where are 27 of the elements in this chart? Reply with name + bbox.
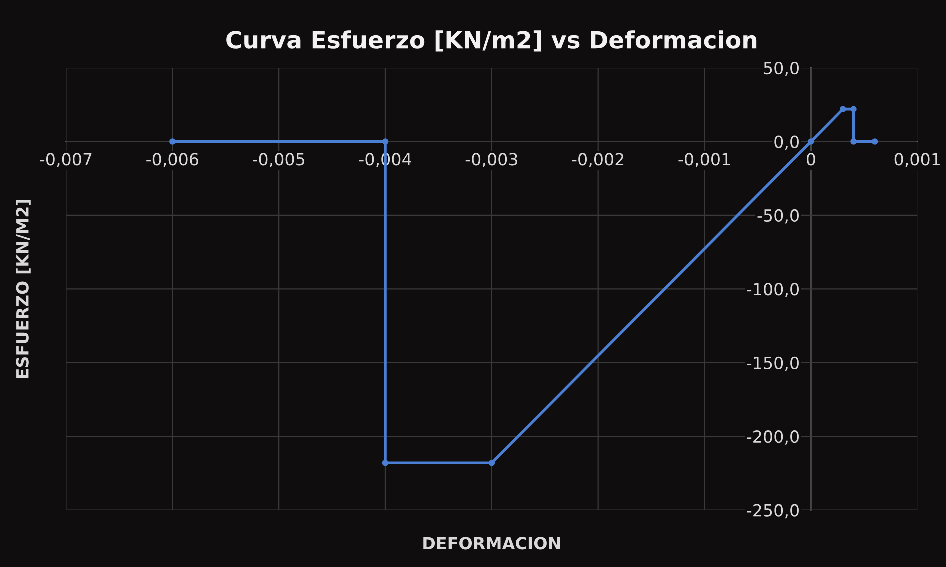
x-tick-label: -0,002 xyxy=(572,153,624,168)
y-axis-title: ESFUERZO [KN/M2] xyxy=(16,200,31,378)
point xyxy=(808,138,814,145)
y-tick-label: -100,0 xyxy=(747,283,799,298)
x-tick-label: 0,001 xyxy=(894,153,940,168)
point xyxy=(382,460,389,466)
x-tick-label: -0,003 xyxy=(466,153,518,168)
x-tick-label: -0,006 xyxy=(146,153,198,168)
chart-title: Curva Esfuerzo [KN/m2] vs Deformacion xyxy=(226,30,757,52)
point xyxy=(840,106,846,112)
y-tick-label: -250,0 xyxy=(747,504,799,519)
x-tick-label: 0 xyxy=(806,153,816,166)
x-tick-label: -0,001 xyxy=(678,153,730,168)
point xyxy=(382,138,389,145)
x-tick-label: -0,007 xyxy=(40,153,92,168)
y-tick-label: -200,0 xyxy=(747,430,799,445)
y-tick-label: 50,0 xyxy=(764,62,799,76)
point xyxy=(850,138,857,145)
x-axis-title: DEFORMACION xyxy=(424,537,560,550)
x-tick-label: -0,005 xyxy=(253,153,304,168)
point xyxy=(872,138,878,145)
point xyxy=(850,106,857,112)
point xyxy=(488,460,496,466)
y-tick-label: 0,0 xyxy=(774,136,799,150)
y-tick-label: -50,0 xyxy=(758,209,799,224)
point xyxy=(170,138,176,145)
y-tick-label: -150,0 xyxy=(747,356,799,372)
